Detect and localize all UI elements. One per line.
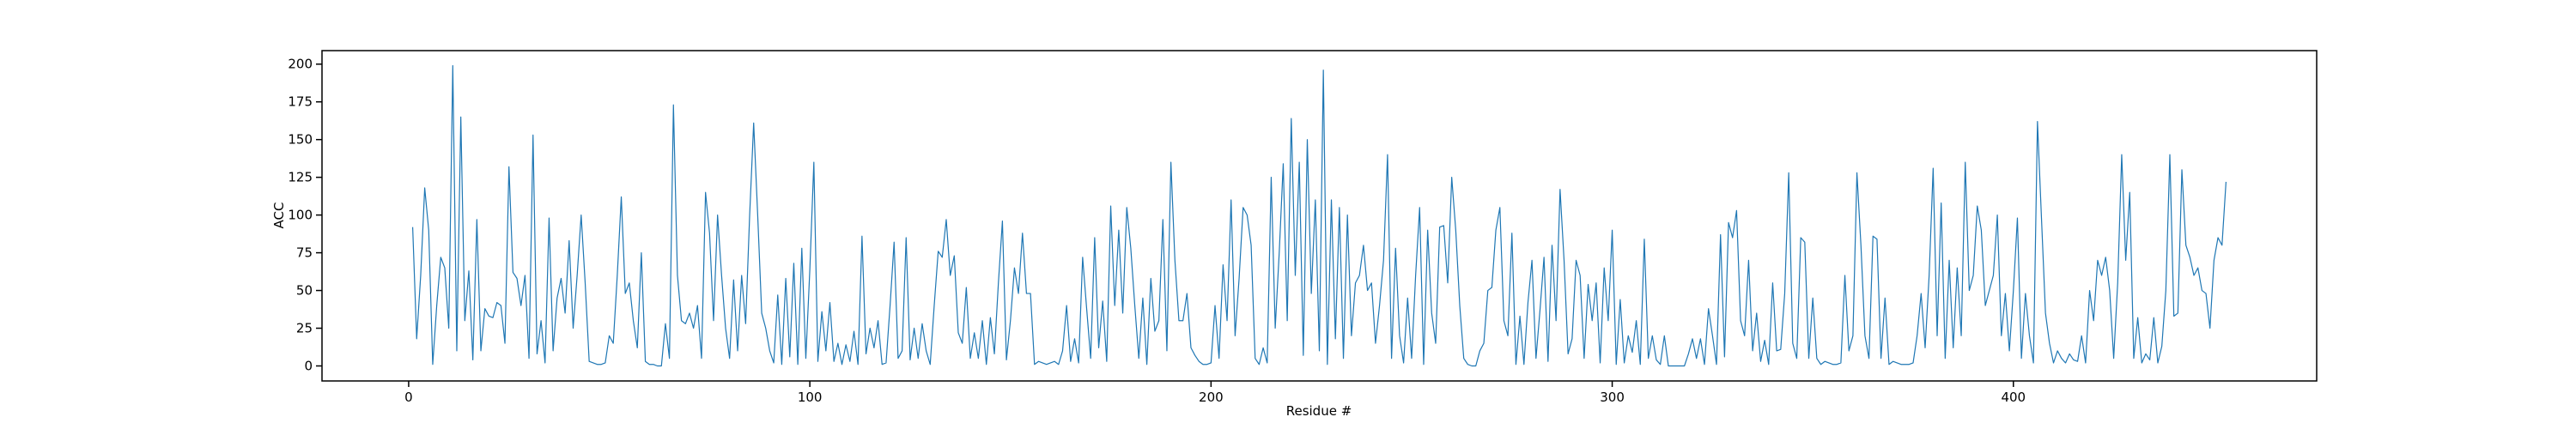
- y-tick-label: 0: [304, 359, 313, 374]
- y-tick-label: 50: [296, 283, 313, 299]
- y-tick-label: 100: [288, 208, 313, 223]
- x-tick-label: 0: [404, 390, 413, 405]
- x-tick-label: 200: [1199, 390, 1224, 405]
- y-tick-label: 125: [288, 170, 313, 185]
- y-tick-label: 200: [288, 57, 313, 72]
- y-axis-label: ACC: [271, 202, 287, 229]
- x-tick-label: 100: [798, 390, 823, 405]
- y-tick-label: 25: [296, 321, 313, 336]
- plot-frame: [321, 50, 2318, 382]
- y-tick-label: 75: [296, 245, 313, 261]
- x-axis-label: Residue #: [1286, 403, 1352, 419]
- x-tick-label: 400: [2001, 390, 2026, 405]
- x-tick-label: 300: [1600, 390, 1625, 405]
- y-tick-label: 175: [288, 94, 313, 110]
- data-line: [411, 64, 2227, 367]
- y-tick-label: 150: [288, 132, 313, 148]
